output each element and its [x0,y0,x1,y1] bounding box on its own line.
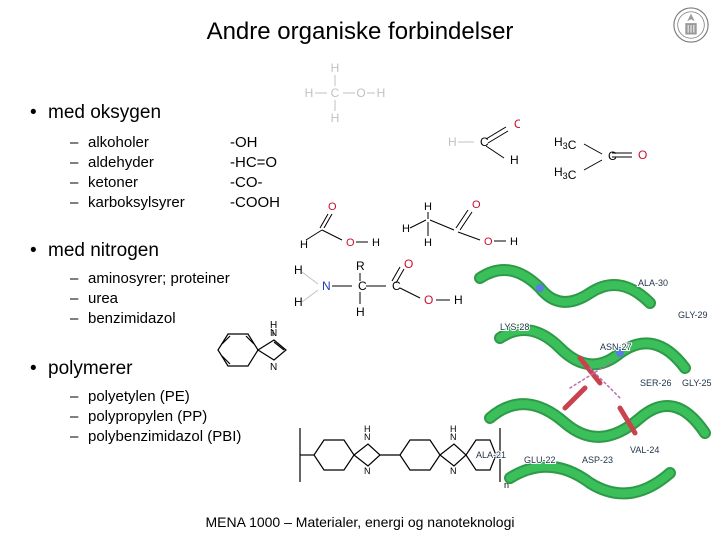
svg-text:H: H [331,61,340,75]
svg-text:O: O [514,117,520,131]
svg-text:H: H [510,236,518,248]
section-heading-oksygen: •med oksygen [30,102,161,124]
university-seal-icon [672,6,710,44]
item-label: aminosyrer; proteiner [88,270,230,287]
residue-label: ASP-23 [582,455,613,465]
list-item: –alkoholer [70,134,149,151]
svg-text:H: H [402,223,410,235]
list-item: –aldehyder [70,154,154,171]
svg-text:H: H [270,320,277,331]
svg-text:N: N [364,466,371,476]
acetone-structure-icon: H3C C O H3C [550,126,660,182]
slide-footer: MENA 1000 – Materialer, energi og nanote… [0,514,720,530]
svg-text:R: R [356,259,365,273]
residue-label: LYS-28 [500,322,529,332]
list-item: –karboksylsyrer [70,194,185,211]
protein-ribbon-icon: ALA-30 GLY-29 LYS-28 ASN-27 SER-26 GLY-2… [470,258,720,508]
svg-text:H3C: H3C [554,135,577,152]
svg-text:O: O [356,86,365,100]
benzimidazole-structure-icon: N N H [200,320,300,378]
svg-text:H: H [448,135,457,149]
svg-text:C: C [608,149,617,163]
list-item: –polybenzimidazol (PBI) [70,428,241,445]
svg-text:H: H [305,86,314,100]
list-item: –ketoner [70,174,138,191]
residue-label: SER-26 [640,378,672,388]
slide-title: Andre organiske forbindelser [0,18,720,46]
residue-label: GLY-29 [678,310,708,320]
heading-text: polymerer [48,358,132,379]
svg-text:H: H [294,263,303,277]
list-item: –aminosyrer; proteiner [70,270,230,287]
svg-text:C: C [392,279,401,293]
formula-text: -CO- [230,174,263,191]
svg-text:N: N [450,466,457,476]
svg-text:C: C [358,279,367,293]
residue-label: ALA-21 [476,450,506,460]
residue-label: GLY-25 [682,378,712,388]
svg-text:O: O [484,236,493,248]
svg-text:O: O [424,293,433,307]
residue-label: ASN-27 [600,342,632,352]
heading-text: med oksygen [48,102,161,123]
residue-label: ALA-30 [638,278,668,288]
formic-acid-structure-icon: O H O H [300,200,390,250]
residue-label: VAL-24 [630,445,659,455]
heading-text: med nitrogen [48,240,159,261]
svg-text:N: N [270,362,277,373]
svg-text:N: N [322,279,331,293]
svg-text:C: C [331,86,340,100]
item-label: ketoner [88,174,138,191]
svg-text:H3C: H3C [554,165,577,182]
svg-text:O: O [638,148,647,162]
svg-text:O: O [404,257,413,271]
formaldehyde-structure-icon: H C O H [440,112,520,168]
svg-text:H: H [450,424,457,434]
acetic-acid-structure-icon: H H H O O H [400,192,530,254]
list-item: –urea [70,290,118,307]
list-item: –polyetylen (PE) [70,388,190,405]
svg-text:H: H [454,293,463,307]
item-label: karboksylsyrer [88,194,185,211]
list-item: –polypropylen (PP) [70,408,207,425]
item-label: aldehyder [88,154,154,171]
svg-text:H: H [356,305,365,319]
list-item: –benzimidazol [70,310,176,327]
amino-acid-structure-icon: H N H C R H C O O H [290,256,490,326]
svg-text:O: O [328,201,337,213]
item-label: polybenzimidazol (PBI) [88,428,241,445]
svg-text:O: O [472,199,481,211]
residue-label: GLU-22 [524,455,556,465]
section-heading-polymerer: •polymerer [30,358,132,380]
svg-text:O: O [346,237,355,249]
svg-text:H: H [364,424,371,434]
item-label: benzimidazol [88,310,176,327]
formula-text: -COOH [230,194,280,211]
formula-text: -HC=O [230,154,277,171]
item-label: polyetylen (PE) [88,388,190,405]
item-label: polypropylen (PP) [88,408,207,425]
item-label: urea [88,290,118,307]
svg-text:H: H [331,111,340,124]
svg-text:H: H [424,237,432,249]
svg-text:H: H [372,237,380,249]
svg-text:H: H [510,153,519,167]
svg-text:H: H [377,86,385,100]
svg-text:H: H [294,295,303,309]
formula-text: -OH [230,134,258,151]
svg-text:H: H [424,201,432,213]
section-heading-nitrogen: •med nitrogen [30,240,159,262]
svg-text:H: H [300,239,308,250]
item-label: alkoholer [88,134,149,151]
methanol-structure-icon: H H C O H H [295,60,385,124]
